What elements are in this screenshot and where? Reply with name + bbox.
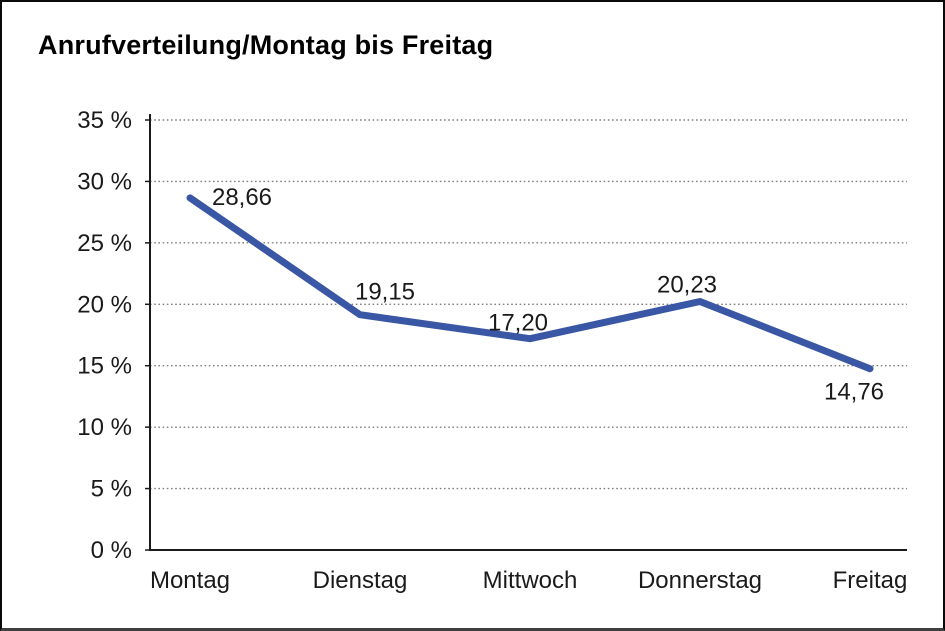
y-tick-label: 20 % bbox=[77, 291, 132, 318]
point-label: 14,76 bbox=[824, 379, 884, 406]
x-category-label: Dienstag bbox=[313, 567, 408, 594]
y-tick-label: 25 % bbox=[77, 230, 132, 257]
point-label: 19,15 bbox=[355, 279, 415, 306]
x-category-label: Donnerstag bbox=[638, 567, 762, 594]
x-category-label: Freitag bbox=[833, 567, 908, 594]
chart-title: Anrufverteilung/Montag bis Freitag bbox=[38, 30, 494, 60]
point-label: 20,23 bbox=[657, 271, 717, 298]
point-label: 17,20 bbox=[488, 310, 548, 337]
point-label: 28,66 bbox=[212, 184, 272, 211]
y-tick-label: 35 % bbox=[77, 107, 132, 134]
y-tick-label: 10 % bbox=[77, 414, 132, 441]
y-tick-label: 5 % bbox=[91, 476, 132, 503]
y-tick-label: 15 % bbox=[77, 353, 132, 380]
y-tick-label: 0 % bbox=[91, 537, 132, 564]
series-line bbox=[186, 194, 874, 373]
x-category-label: Montag bbox=[150, 567, 230, 594]
x-category-label: Mittwoch bbox=[483, 567, 578, 594]
y-tick-label: 30 % bbox=[77, 168, 132, 195]
